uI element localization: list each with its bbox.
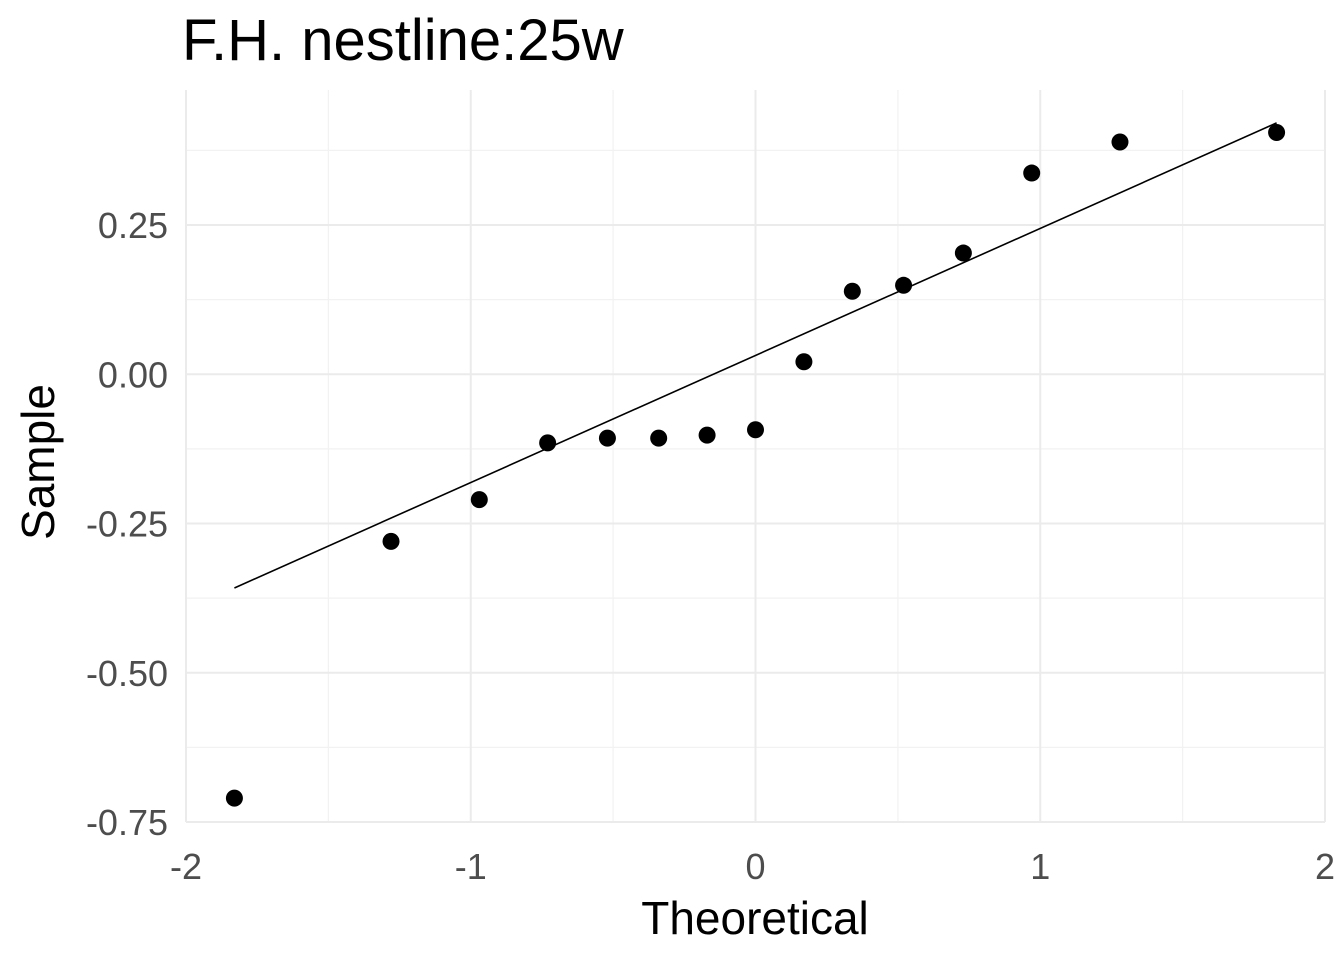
data-point — [650, 429, 668, 447]
y-tick-label: 0.00 — [98, 354, 168, 395]
data-point — [382, 532, 400, 550]
x-tick-label: 0 — [745, 846, 765, 887]
y-tick-label: -0.25 — [86, 504, 168, 545]
data-point — [747, 421, 764, 439]
x-tick-label: 2 — [1315, 846, 1335, 887]
y-tick-label: -0.75 — [86, 802, 168, 843]
y-axis-title: Sample — [12, 384, 64, 540]
sample-points — [225, 123, 1286, 807]
data-point — [954, 244, 972, 262]
data-point — [895, 276, 913, 294]
data-point — [795, 353, 813, 371]
data-point — [470, 491, 488, 509]
y-tick-label: 0.25 — [98, 205, 168, 246]
x-tick-label: 1 — [1030, 846, 1050, 887]
data-point — [539, 434, 557, 452]
data-point — [225, 789, 243, 807]
data-point — [1268, 123, 1286, 141]
data-point — [1023, 164, 1041, 182]
y-axis-ticks: -0.75 -0.50 -0.25 0.00 0.25 — [86, 205, 168, 843]
data-point — [843, 282, 861, 300]
reference-line-layer — [234, 122, 1277, 589]
x-axis-ticks: -2 -1 0 1 2 — [170, 846, 1335, 887]
x-axis-title: Theoretical — [641, 892, 869, 944]
data-point — [1111, 133, 1129, 151]
reference-line — [234, 122, 1277, 589]
chart-title: F.H. nestline:25w — [182, 8, 624, 73]
data-point — [698, 426, 716, 444]
grid-lines — [185, 90, 1326, 823]
y-tick-label: -0.50 — [86, 653, 168, 694]
data-point — [598, 429, 616, 447]
x-tick-label: -2 — [170, 846, 202, 887]
x-tick-label: -1 — [455, 846, 487, 887]
